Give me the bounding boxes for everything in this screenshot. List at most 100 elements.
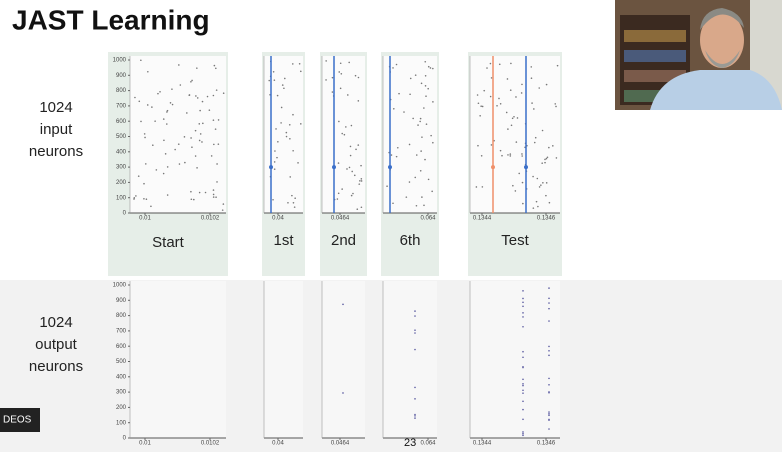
spike-dot — [300, 123, 302, 125]
spike-dot — [215, 196, 217, 198]
spike-dot — [538, 186, 541, 188]
spike-dot — [356, 208, 359, 211]
spike-dot — [390, 154, 393, 156]
spike-dot — [359, 180, 361, 182]
spike-dot — [217, 143, 220, 145]
spike-dot — [273, 79, 276, 81]
spike-dot — [354, 74, 357, 77]
spike-dot — [509, 153, 512, 155]
spike-dot — [192, 198, 195, 201]
spike-dot — [522, 312, 524, 314]
spike-dot — [522, 316, 524, 318]
spike-dot — [544, 158, 546, 161]
spike-dot — [174, 148, 176, 151]
plot-area — [264, 281, 303, 438]
spike-dot — [548, 411, 550, 413]
spike-dot — [194, 129, 197, 132]
spike-dot — [522, 389, 524, 392]
y-tick-label: 800 — [116, 313, 127, 319]
spike-dot — [395, 63, 398, 66]
spike-dot — [221, 209, 224, 211]
x-tick-label: 0.04 — [272, 216, 284, 222]
spike-dot — [353, 174, 356, 177]
plot-area — [322, 281, 365, 438]
spike-dot — [522, 378, 524, 381]
plot-area — [470, 56, 560, 213]
x-tick-label: 0.0102 — [201, 441, 220, 447]
y-tick-label: 300 — [116, 165, 127, 171]
spike-dot — [532, 175, 534, 178]
spike-dot — [403, 111, 405, 113]
spike-dot — [212, 189, 215, 191]
plot-area — [130, 281, 226, 438]
spike-dot — [293, 206, 296, 208]
spike-dot — [206, 95, 209, 98]
spike-dot — [336, 198, 339, 200]
spike-dot — [196, 97, 199, 99]
x-tick-label: 0.1346 — [537, 441, 556, 447]
spike-dot — [144, 163, 147, 165]
spike-dot — [421, 196, 423, 198]
spike-dot — [213, 143, 215, 146]
spike-dot — [498, 97, 500, 100]
spike-dot — [188, 94, 191, 96]
spike-dot — [277, 140, 279, 143]
spike-dot — [392, 107, 395, 110]
spike-dot — [417, 124, 419, 126]
spike-dot — [212, 196, 215, 198]
spike-dot — [414, 348, 416, 351]
y-tick-label: 100 — [116, 420, 127, 426]
spike-dot — [349, 154, 352, 157]
spike-dot — [548, 391, 550, 394]
spike-dot — [548, 419, 550, 421]
spike-dot — [143, 197, 145, 200]
spike-dot — [204, 191, 207, 194]
spike-dot — [196, 167, 198, 169]
spike-dot — [150, 205, 152, 208]
spike-dot — [522, 356, 524, 359]
spike-dot — [338, 71, 341, 73]
spike-dot — [429, 67, 432, 69]
spike-dot — [166, 166, 169, 168]
spike-dot — [268, 79, 271, 82]
spike-dot — [414, 329, 416, 331]
spike-dot — [348, 61, 350, 64]
spike-dot — [414, 413, 416, 416]
spike-dot — [522, 325, 524, 328]
spike-dot — [184, 161, 186, 164]
spike-dot — [490, 77, 493, 79]
plots: 1024 input neurons 1024 output neurons Start 0 1… — [29, 52, 562, 447]
spike-dot — [280, 122, 282, 124]
spike-dot — [548, 146, 550, 149]
panel-label: 1st — [273, 232, 294, 249]
spike-dot — [190, 137, 192, 139]
spike-dot — [491, 165, 495, 170]
row-label: output — [35, 336, 78, 353]
spike-dot — [522, 432, 524, 435]
spike-dot — [212, 119, 215, 121]
spike-dot — [548, 201, 551, 204]
plot-area — [383, 56, 437, 213]
spike-dot — [339, 87, 342, 90]
spike-dot — [548, 377, 550, 380]
y-tick-label: 500 — [116, 134, 127, 140]
spike-dot — [419, 169, 422, 172]
spike-dot — [289, 137, 291, 140]
spike-dot — [548, 428, 550, 430]
spike-dot — [498, 63, 501, 66]
spike-dot — [424, 85, 427, 87]
spike-dot — [521, 155, 523, 157]
spike-dot — [162, 172, 165, 175]
spike-dot — [194, 155, 197, 157]
spike-dot — [423, 107, 425, 109]
spike-dot — [152, 144, 154, 147]
spike-dot — [396, 146, 399, 149]
spike-dot — [555, 157, 558, 159]
spike-dot — [166, 111, 168, 113]
spike-dot — [546, 156, 549, 159]
spike-dot — [480, 154, 483, 157]
spike-dot — [325, 60, 327, 62]
plot-area — [470, 281, 560, 438]
panel-label: 6th — [400, 232, 421, 249]
spike-dot — [541, 162, 543, 164]
